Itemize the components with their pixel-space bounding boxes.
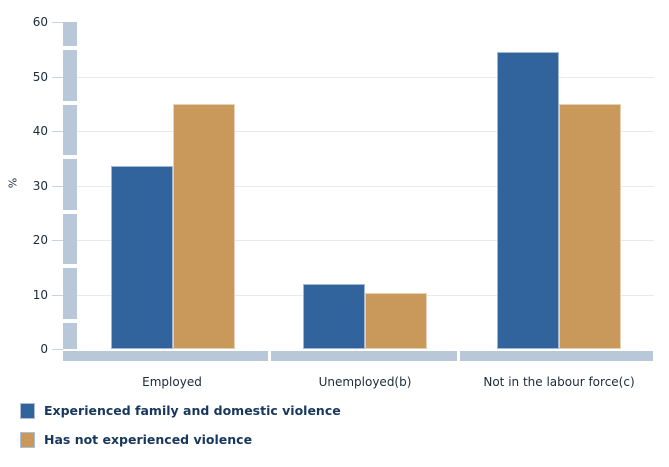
y-axis-tick-label: 50	[32, 69, 48, 84]
gridline	[77, 76, 654, 78]
y-axis-tick	[52, 240, 63, 241]
legend-swatch-tan	[20, 432, 35, 448]
x-category-label-unemployed: Unemployed(b)	[318, 375, 412, 389]
y-axis-tick-label: 30	[32, 178, 48, 193]
x-category-label-employed: Employed	[142, 375, 202, 389]
bar-series1-cat2	[559, 103, 621, 349]
bar-series1-cat0	[172, 103, 235, 349]
bar-series0-cat0	[110, 165, 173, 349]
x-category-label-not-in-labour-force: Not in the labour force(c)	[483, 375, 635, 389]
y-axis-tick-label: 20	[32, 233, 48, 247]
axis-stripe-segment	[63, 159, 77, 210]
y-axis-tick	[52, 22, 63, 23]
axis-stripe-segment	[63, 104, 77, 155]
y-axis-tick	[52, 349, 63, 350]
legend-item-experienced-violence: Experienced family and domestic violence	[20, 403, 341, 419]
y-axis-tick	[52, 76, 63, 78]
y-axis-tick-label: 0	[40, 342, 48, 356]
gridline	[77, 131, 654, 132]
y-axis-tick	[52, 294, 63, 296]
axis-stripe-segment	[63, 268, 77, 319]
gridline	[77, 240, 654, 241]
bar-series1-cat1	[365, 292, 427, 349]
y-axis-tick-label: 10	[32, 287, 48, 302]
legend-label: Experienced family and domestic violence	[44, 402, 341, 418]
y-axis-tick-label: 40	[32, 124, 48, 138]
bar-series0-cat2	[497, 51, 559, 349]
y-axis-tick	[52, 131, 63, 132]
baseline-band-segment	[460, 351, 653, 361]
y-axis-tick-label: 60	[32, 15, 48, 29]
legend-item-not-experienced-violence: Has not experienced violence	[20, 432, 252, 448]
gridline	[77, 185, 654, 187]
axis-stripe-segment	[63, 322, 77, 349]
y-axis-tick	[52, 185, 63, 187]
bar-series0-cat1	[303, 283, 365, 349]
legend-swatch-blue	[20, 403, 35, 419]
baseline-band-segment	[271, 351, 457, 361]
axis-stripe-segment	[63, 351, 77, 361]
axis-stripe-segment	[63, 50, 77, 101]
axis-stripe-segment	[63, 213, 77, 264]
axis-stripe-segment	[63, 22, 77, 46]
legend-label: Has not experienced violence	[44, 431, 253, 447]
baseline-band-segment	[77, 351, 268, 361]
